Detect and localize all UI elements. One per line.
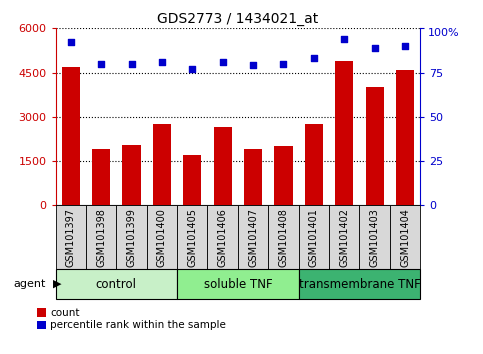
Point (67, 40, 74, 45)
Bar (92, 149, 110, 205)
Text: agent: agent (14, 279, 46, 289)
Bar (147, 205, 177, 269)
Text: ▶: ▶ (53, 279, 62, 289)
Point (128, 61, 135, 67)
Point (188, 66, 196, 72)
Point (249, 63, 257, 68)
Bar (116, 205, 147, 269)
Point (158, 59, 166, 65)
Text: GSM101404: GSM101404 (400, 208, 410, 267)
Bar (335, 61, 354, 205)
Bar (244, 149, 262, 205)
Bar (329, 205, 359, 269)
Bar (177, 205, 208, 269)
Bar (396, 70, 414, 205)
Text: GSM101407: GSM101407 (248, 208, 258, 267)
Text: control: control (96, 278, 137, 291)
Bar (390, 205, 420, 269)
Text: GSM101397: GSM101397 (66, 208, 76, 267)
Point (401, 43, 409, 49)
Text: GSM101401: GSM101401 (309, 208, 319, 267)
Bar (213, 127, 232, 205)
Bar (268, 205, 298, 269)
Text: GSM101398: GSM101398 (96, 208, 106, 267)
Text: GSM101402: GSM101402 (339, 208, 349, 267)
Text: transmembrane TNF: transmembrane TNF (298, 278, 420, 291)
Bar (208, 205, 238, 269)
Text: GSM101408: GSM101408 (279, 208, 288, 267)
Bar (62, 67, 80, 205)
Text: GSM101406: GSM101406 (218, 208, 227, 267)
Bar (153, 124, 171, 205)
Point (97, 61, 105, 67)
Bar (177, 269, 298, 299)
Point (341, 36, 348, 42)
Bar (274, 146, 293, 205)
Bar (238, 205, 268, 269)
Bar (56, 205, 86, 269)
Point (310, 56, 318, 61)
Text: GSM101400: GSM101400 (157, 208, 167, 267)
Text: GSM101405: GSM101405 (187, 208, 197, 267)
Bar (86, 205, 116, 269)
Point (219, 59, 227, 65)
Bar (366, 87, 384, 205)
Bar (305, 124, 323, 205)
Text: soluble TNF: soluble TNF (203, 278, 272, 291)
Bar (56, 269, 177, 299)
Point (280, 61, 287, 67)
Bar (183, 155, 201, 205)
Bar (298, 205, 329, 269)
Text: GSM101403: GSM101403 (369, 208, 380, 267)
Bar (359, 205, 390, 269)
Bar (122, 145, 141, 205)
Text: 100%: 100% (427, 28, 459, 38)
Text: GSM101399: GSM101399 (127, 208, 137, 267)
Point (371, 45, 379, 51)
Title: GDS2773 / 1434021_at: GDS2773 / 1434021_at (157, 12, 318, 26)
Legend: count, percentile rank within the sample: count, percentile rank within the sample (37, 308, 226, 331)
Bar (298, 269, 420, 299)
